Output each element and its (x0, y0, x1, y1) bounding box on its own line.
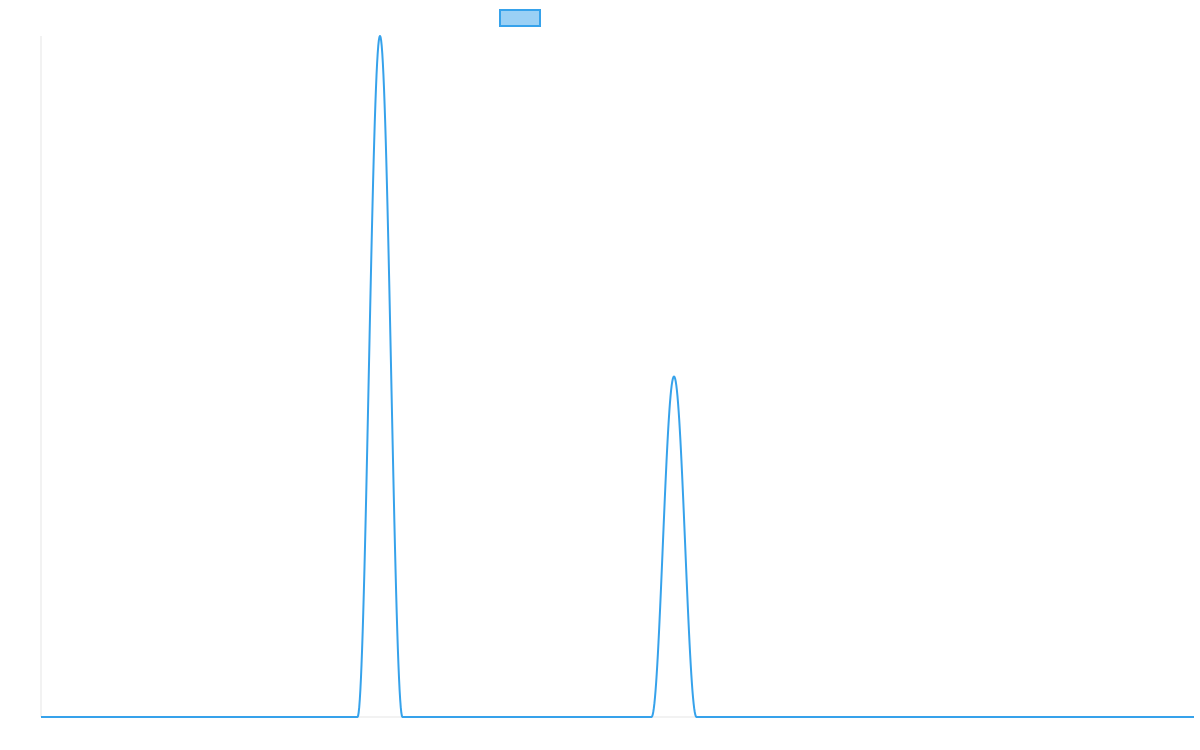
legend[interactable] (499, 9, 541, 27)
series-layer (40, 35, 1195, 718)
axes (40, 36, 1194, 718)
series-line-0 (40, 35, 1195, 718)
legend-swatch[interactable] (499, 9, 541, 27)
